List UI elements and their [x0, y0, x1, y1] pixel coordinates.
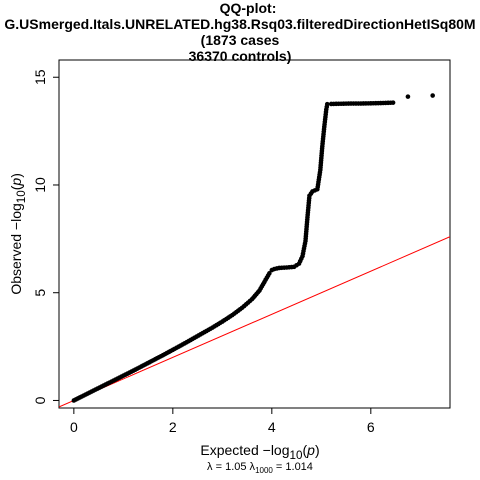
y-tick-label: 10	[32, 177, 48, 193]
y-tick-label: 0	[32, 396, 48, 404]
chart-title-line-2: G.USmerged.Itals.UNRELATED.hg38.Rsq03.fi…	[0, 16, 480, 32]
expected-diagonal-line	[57, 60, 480, 408]
x-axis-label: Expected −log10(p)	[0, 442, 480, 462]
y-axis-label: Observed −log10(p)	[8, 134, 28, 334]
y-tick-label: 5	[32, 289, 48, 297]
chart-title-line-1: QQ-plot:	[0, 0, 480, 16]
plot-frame	[59, 60, 450, 408]
x-tick-label: 6	[367, 419, 375, 435]
chart-title-line-4: 36370 controls)	[0, 48, 480, 64]
y-tick-label: 15	[32, 69, 48, 85]
x-tick-label: 0	[70, 419, 78, 435]
qq-point	[430, 93, 435, 98]
x-tick-label: 2	[169, 419, 177, 435]
x-axis: 0 2 4 6	[70, 408, 375, 435]
qq-point	[406, 94, 411, 99]
y-axis: 0 5 10 15	[32, 69, 59, 404]
data-points	[72, 93, 435, 403]
qq-point	[325, 102, 330, 107]
qq-point	[391, 100, 396, 105]
x-tick-label: 4	[268, 419, 276, 435]
lambda-annotation: λ = 1.05 λ1000 = 1.014	[0, 461, 480, 475]
chart-title-line-3: (1873 cases	[0, 32, 480, 48]
